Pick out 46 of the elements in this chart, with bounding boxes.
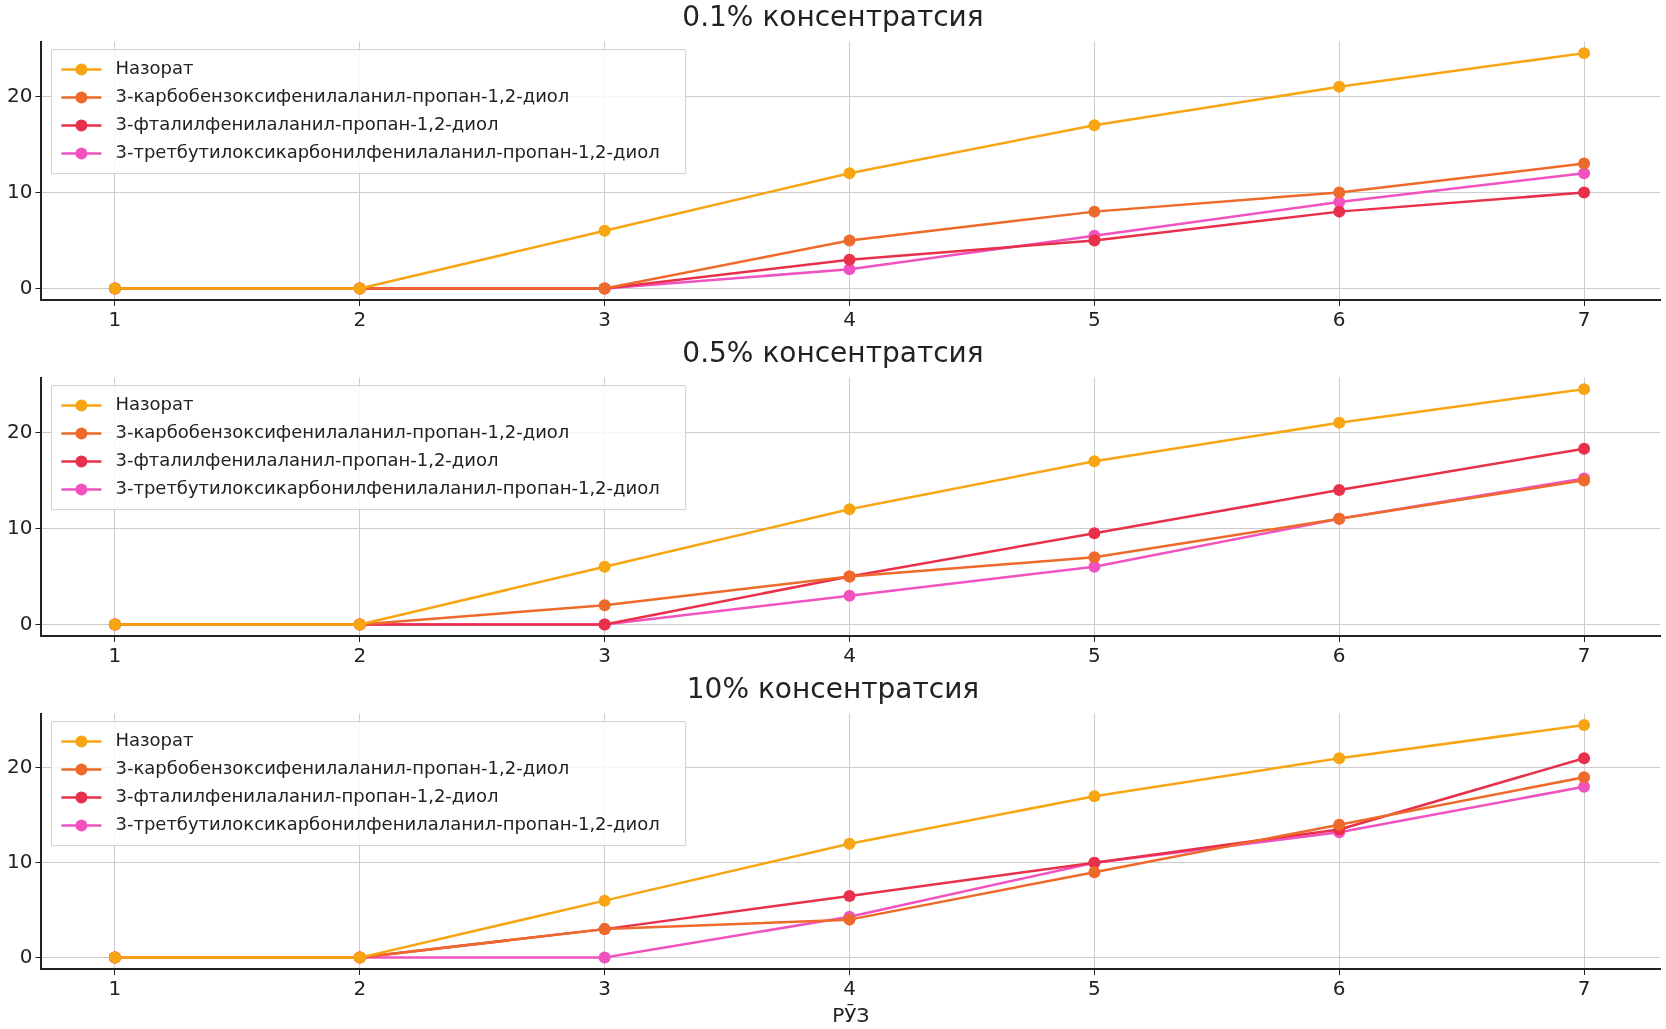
y-tick-label: 0: [19, 610, 33, 635]
legend-label: 3-фталилфенилаланил-пропан-1,2-диол: [115, 785, 499, 807]
legend-label: Назорат: [115, 57, 194, 79]
x-tick-label: 3: [598, 307, 611, 332]
x-tick-label: 4: [843, 976, 856, 1001]
legend-label: 3-фталилфенилаланил-пропан-1,2-диол: [115, 113, 499, 135]
legend-label: 3-третбутилоксикарбонилфенилаланил-пропан-1,2-диол: [115, 477, 660, 499]
x-tick-label: 1: [108, 976, 122, 1001]
x-tick-label: 6: [1332, 976, 1346, 1001]
x-tick-label: 6: [1332, 643, 1346, 668]
x-axis-title: РӮЗ: [832, 1003, 870, 1028]
y-tick-label: 20: [7, 753, 33, 778]
y-tick-label: 10: [7, 848, 33, 873]
legend-label: Назорат: [115, 393, 194, 415]
chart-title: 0.5% консентратсия: [682, 336, 984, 370]
x-tick-label: 4: [843, 307, 856, 332]
legend-label: 3-карбобензоксифенилаланил-пропан-1,2-диол: [115, 757, 570, 779]
x-tick-label: 5: [1088, 976, 1101, 1001]
y-tick-label: 0: [19, 943, 33, 968]
x-tick-label: 7: [1577, 307, 1591, 332]
y-tick-label: 10: [7, 178, 33, 203]
chart-title: 0.1% консентратсия: [682, 0, 984, 34]
x-tick-label: 2: [353, 307, 367, 332]
x-tick-label: 2: [353, 643, 367, 668]
legend-label: 3-фталилфенилаланил-пропан-1,2-диол: [115, 449, 499, 471]
x-tick-label: 1: [108, 643, 122, 668]
legend-label: 3-третбутилоксикарбонилфенилаланил-пропан-1,2-диол: [115, 141, 660, 163]
y-tick-label: 0: [19, 274, 33, 299]
x-tick-label: 3: [598, 643, 611, 668]
y-tick-label: 20: [7, 418, 33, 443]
legend-label: Назорат: [115, 729, 194, 751]
x-tick-label: 5: [1088, 307, 1101, 332]
legend-label: 3-третбутилоксикарбонилфенилаланил-пропан-1,2-диол: [115, 813, 660, 835]
x-tick-label: 3: [598, 976, 611, 1001]
x-tick-label: 2: [353, 976, 367, 1001]
x-tick-label: 1: [108, 307, 122, 332]
x-tick-label: 4: [843, 643, 856, 668]
chart-title: 10% консентратсия: [686, 672, 980, 706]
y-tick-label: 10: [7, 514, 33, 539]
x-tick-label: 6: [1332, 307, 1346, 332]
legend-label: 3-карбобензоксифенилаланил-пропан-1,2-диол: [115, 421, 570, 443]
x-tick-label: 7: [1577, 643, 1591, 668]
x-tick-label: 7: [1577, 976, 1591, 1001]
y-tick-label: 20: [7, 82, 33, 107]
x-tick-label: 5: [1088, 643, 1101, 668]
legend-label: 3-карбобензоксифенилаланил-пропан-1,2-диол: [115, 85, 570, 107]
